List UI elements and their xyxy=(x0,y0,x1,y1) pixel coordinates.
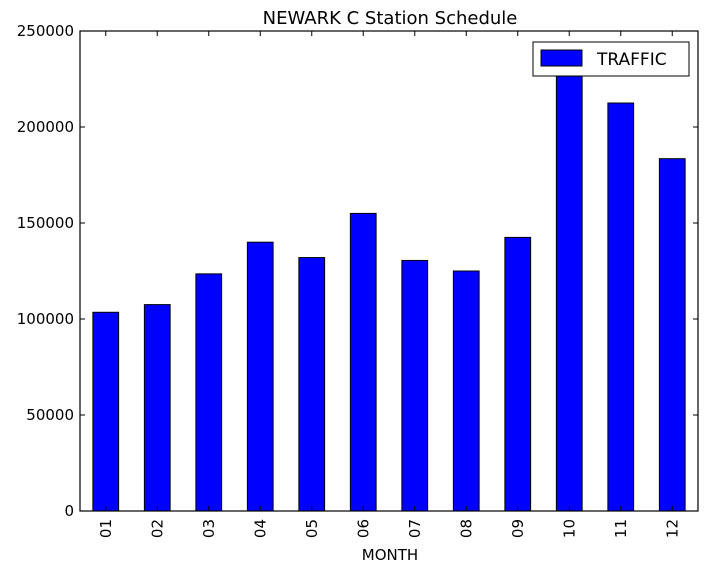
bar-04 xyxy=(246,241,274,512)
x-tick-label: 01 xyxy=(97,519,115,538)
bars-group xyxy=(92,75,686,512)
x-tick-label: 02 xyxy=(148,519,166,538)
bar-09 xyxy=(504,236,532,512)
legend-label-traffic: TRAFFIC xyxy=(596,50,667,70)
x-tick-label: 08 xyxy=(457,519,475,538)
bar-03 xyxy=(195,273,223,512)
x-tick-label: 03 xyxy=(200,519,218,538)
bar-07 xyxy=(401,259,429,512)
bar-06 xyxy=(349,212,377,512)
x-tick-label: 10 xyxy=(560,519,578,538)
y-tick-label: 150000 xyxy=(17,214,74,232)
y-tick-label: 50000 xyxy=(26,406,74,424)
bar-08 xyxy=(452,270,480,512)
legend: TRAFFIC xyxy=(532,41,690,77)
bar-05 xyxy=(298,257,326,512)
x-tick-label: 07 xyxy=(406,519,424,538)
bar-10 xyxy=(555,75,583,512)
y-tick-label: 100000 xyxy=(17,310,74,328)
x-axis-ticks: 01 02 03 04 05 06 07 08 09 10 11 12 xyxy=(97,31,681,538)
y-axis-ticks: 0 50000 100000 150000 200000 250000 xyxy=(17,22,698,520)
legend-swatch xyxy=(540,49,583,67)
x-axis-label: MONTH xyxy=(362,546,418,564)
x-tick-label: 04 xyxy=(251,519,269,538)
y-tick-label: 0 xyxy=(64,502,74,520)
x-tick-label: 11 xyxy=(612,519,630,538)
y-tick-label: 250000 xyxy=(17,22,74,40)
bar-11 xyxy=(607,102,635,512)
bar-01 xyxy=(92,311,120,512)
y-tick-label: 200000 xyxy=(17,118,74,136)
x-tick-label: 09 xyxy=(509,519,527,538)
x-tick-label: 12 xyxy=(663,519,681,538)
chart-title: NEWARK C Station Schedule xyxy=(263,8,518,29)
x-tick-label: 05 xyxy=(303,519,321,538)
bar-12 xyxy=(658,158,686,512)
bar-02 xyxy=(143,304,171,512)
plot-frame xyxy=(79,30,699,512)
x-tick-label: 06 xyxy=(354,519,372,538)
